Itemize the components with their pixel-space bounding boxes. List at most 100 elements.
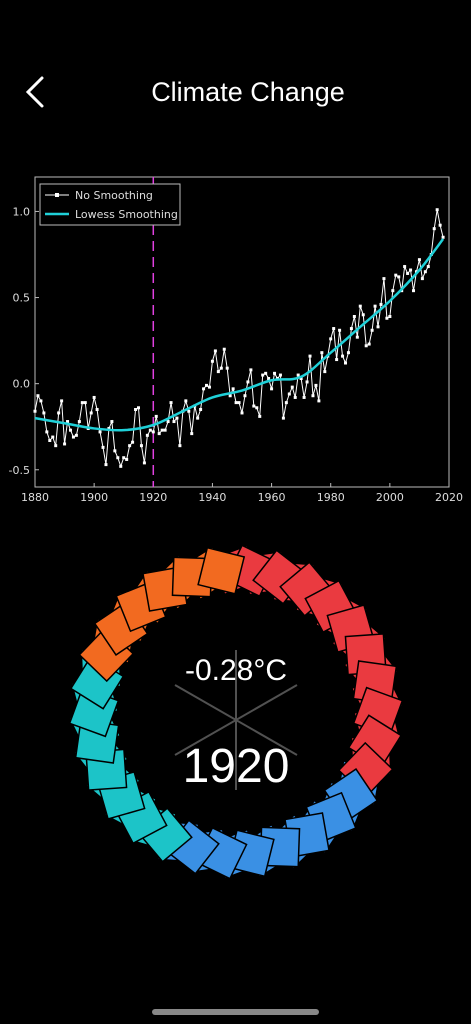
- point: [98, 430, 102, 434]
- point: [287, 392, 291, 396]
- point: [296, 373, 300, 377]
- x-tick-label: 1940: [198, 491, 226, 504]
- x-tick-label: 1980: [317, 491, 345, 504]
- point: [391, 289, 395, 293]
- point: [71, 435, 75, 439]
- point: [420, 277, 424, 281]
- temperature: -0.28°C: [185, 654, 287, 687]
- home-indicator: [152, 1009, 319, 1015]
- point: [83, 401, 87, 405]
- point: [54, 444, 58, 448]
- point: [258, 414, 262, 418]
- point: [210, 359, 214, 363]
- point: [423, 270, 427, 274]
- point: [403, 265, 407, 269]
- point: [341, 354, 345, 358]
- point: [299, 377, 303, 380]
- point: [302, 395, 306, 399]
- point: [320, 351, 324, 355]
- point: [273, 371, 277, 375]
- point: [352, 315, 356, 318]
- point: [122, 456, 126, 460]
- y-tick-label: 0.0: [13, 378, 31, 391]
- point: [308, 354, 312, 358]
- ring-tile: [197, 546, 246, 595]
- point: [113, 449, 117, 453]
- point: [278, 373, 282, 377]
- ring: [68, 544, 404, 880]
- chart-panel: [22, 178, 460, 512]
- point: [119, 464, 123, 468]
- point: [74, 433, 78, 437]
- point: [110, 420, 114, 424]
- point: [432, 227, 436, 231]
- point: [388, 315, 392, 318]
- point: [385, 316, 389, 320]
- point: [207, 385, 211, 389]
- chart: -0.5 0.0 0.5 1.0 1880 1900 1920 1940 1960 1980 200…: [9, 176, 463, 504]
- x-tick-label: 2000: [376, 491, 404, 504]
- point: [89, 411, 93, 415]
- point: [184, 399, 188, 403]
- point: [142, 461, 146, 465]
- point: [199, 408, 203, 411]
- point: [364, 344, 368, 348]
- point: [166, 420, 170, 424]
- point: [190, 432, 194, 436]
- point: [137, 406, 140, 410]
- y-tick-label: 0.5: [13, 292, 31, 305]
- point: [370, 328, 374, 332]
- point: [154, 414, 158, 418]
- point: [240, 411, 244, 415]
- point: [243, 394, 247, 398]
- point: [373, 304, 377, 308]
- point: [261, 373, 265, 377]
- point: [435, 208, 439, 212]
- point: [134, 408, 138, 411]
- point: [57, 411, 61, 415]
- point: [417, 258, 421, 262]
- point: [63, 442, 67, 446]
- point: [42, 411, 46, 415]
- point: [139, 444, 143, 448]
- back-button[interactable]: [25, 76, 44, 108]
- point: [441, 235, 445, 239]
- point: [51, 435, 55, 439]
- point: [379, 302, 383, 306]
- point: [406, 271, 410, 275]
- point: [231, 387, 235, 391]
- point: [355, 335, 359, 339]
- point: [335, 358, 339, 362]
- x-tick-label: 1960: [258, 491, 286, 504]
- point: [33, 409, 37, 413]
- point: [346, 351, 350, 355]
- point: [237, 401, 241, 405]
- point: [409, 268, 413, 272]
- point: [246, 380, 250, 384]
- point: [438, 223, 442, 227]
- point: [202, 387, 206, 391]
- point: [323, 370, 327, 374]
- point: [172, 420, 176, 424]
- point: [160, 428, 164, 432]
- year: 1920: [183, 740, 290, 793]
- point: [382, 277, 386, 281]
- point: [314, 383, 318, 387]
- point: [205, 383, 209, 387]
- point: [249, 368, 253, 372]
- point: [36, 394, 40, 398]
- point: [252, 404, 256, 408]
- point: [107, 426, 111, 430]
- point: [66, 420, 70, 424]
- point: [412, 289, 416, 293]
- point: [222, 347, 226, 351]
- x-tick-label: 2020: [435, 491, 463, 504]
- point: [60, 399, 64, 403]
- point: [175, 416, 179, 420]
- y-tick-label: 1.0: [13, 205, 31, 218]
- point: [48, 439, 52, 442]
- point: [145, 433, 149, 437]
- point: [169, 401, 173, 405]
